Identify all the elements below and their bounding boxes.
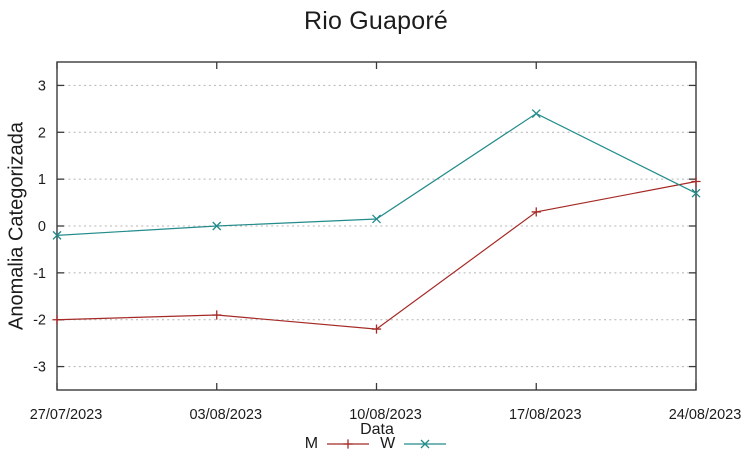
y-tick-label: -2 [33, 313, 46, 329]
y-tick-label: 1 [38, 172, 46, 188]
legend-plus-sample-icon [327, 439, 370, 449]
legend-item-M: M [305, 435, 370, 453]
x-tick-label: 17/08/2023 [509, 407, 582, 423]
legend-cross-sample-icon [404, 439, 447, 449]
legend-label: W [380, 435, 396, 452]
chart-title: Rio Guaporé [304, 7, 448, 35]
x-tick-label: 24/08/2023 [669, 407, 742, 423]
x-tick-label: 27/07/2023 [30, 407, 103, 423]
y-tick-label: -1 [33, 266, 46, 282]
plot-frame [56, 61, 697, 391]
series-W-markers [52, 109, 701, 240]
x-tick-label: 10/08/2023 [349, 407, 422, 423]
series-M-markers [52, 176, 701, 334]
y-tick-label: -3 [33, 360, 46, 376]
y-tick-label: 3 [38, 78, 46, 94]
legend-label: M [304, 435, 319, 452]
series-M-line [56, 180, 697, 330]
legend-item-W: W [380, 435, 447, 453]
y-tick-label: 0 [38, 219, 46, 235]
x-tick-label: 03/08/2023 [189, 407, 262, 423]
y-tick-label: 2 [38, 125, 46, 141]
x-axis-label: Data [360, 421, 394, 438]
